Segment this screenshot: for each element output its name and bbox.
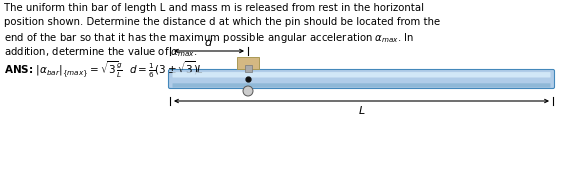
Bar	[237, 57, 259, 69]
Text: The uniform thin bar of length L and mass m is released from rest in the horizon: The uniform thin bar of length L and mas…	[4, 3, 424, 13]
FancyBboxPatch shape	[169, 70, 554, 88]
Text: end of the bar so that it has the maximum possible angular acceleration $\alpha_: end of the bar so that it has the maximu…	[4, 31, 414, 45]
Text: position shown. Determine the distance d at which the pin should be located from: position shown. Determine the distance d…	[4, 17, 440, 27]
Text: addition, determine the value of $\alpha_{max}$.: addition, determine the value of $\alpha…	[4, 45, 198, 59]
Text: $L$: $L$	[358, 104, 365, 116]
FancyBboxPatch shape	[172, 72, 550, 77]
Text: $d$: $d$	[205, 36, 213, 48]
Circle shape	[243, 86, 253, 96]
Text: ANS: $|\alpha_{bar}|_{\{max\}} = \sqrt{3}\frac{g}{L}$  $d = \frac{1}{6}(3 \pm \s: ANS: $|\alpha_{bar}|_{\{max\}} = \sqrt{3…	[4, 59, 204, 80]
FancyBboxPatch shape	[172, 83, 550, 88]
Bar	[244, 65, 251, 72]
